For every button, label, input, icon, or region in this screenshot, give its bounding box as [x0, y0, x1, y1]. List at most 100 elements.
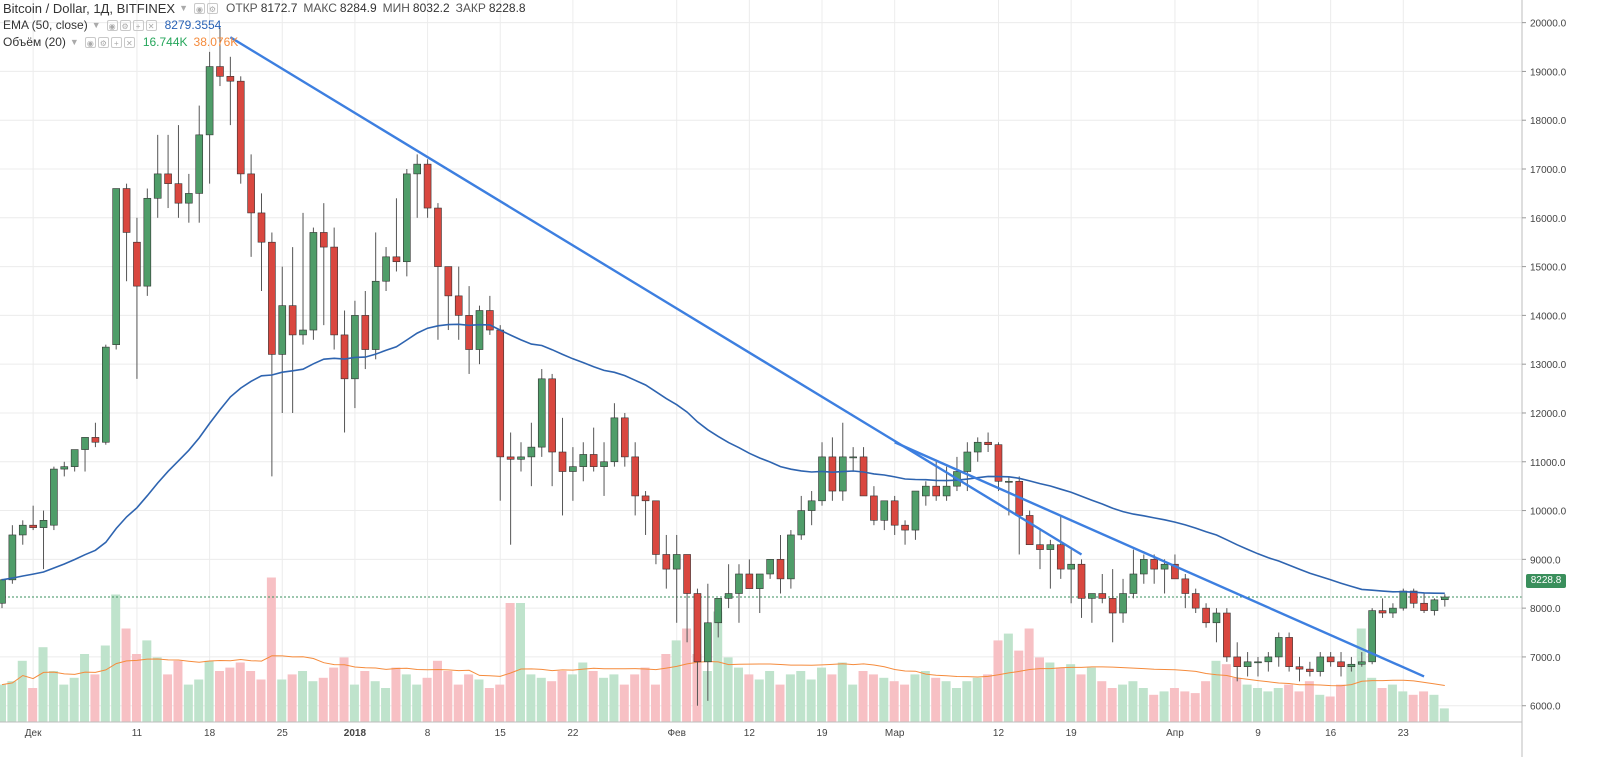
candle-body [1150, 559, 1158, 570]
candle-body [973, 441, 982, 453]
candle-body [880, 500, 889, 521]
y-tick-label: 19000.0 [1530, 67, 1567, 78]
y-tick-label: 20000.0 [1530, 19, 1567, 30]
candle-body [403, 173, 411, 263]
x-tick-label: Мар [885, 728, 905, 739]
volume-bar [640, 667, 650, 722]
legend-main: Bitcoin / Dollar, 1Д, BITFINEX ▼ ◉ ⚙ ОТК… [0, 0, 526, 17]
candle-body [247, 173, 255, 214]
candle-body [174, 183, 183, 204]
eye-icon[interactable]: ◉ [194, 3, 206, 14]
candle-body [1140, 559, 1148, 575]
chevron-down-icon[interactable]: ▼ [91, 20, 101, 30]
volume-bar [1377, 688, 1387, 722]
candle-body [558, 451, 567, 472]
candle-body [1108, 598, 1117, 614]
candle-body [506, 456, 515, 460]
candle-body [1119, 593, 1127, 614]
close-value: 8228.8 [488, 1, 526, 15]
candle-body [579, 454, 588, 467]
add-icon[interactable]: + [110, 37, 122, 48]
volume-bar [1408, 694, 1418, 722]
x-tick-label: 2018 [344, 728, 367, 739]
candle-body [1378, 610, 1387, 614]
volume-bar [599, 677, 609, 722]
x-tick-label: 22 [567, 728, 579, 739]
volume-bar [1180, 691, 1190, 722]
volume-name[interactable]: Объём (20) [3, 35, 66, 49]
volume-bar [1284, 684, 1294, 722]
settings-icon[interactable]: ⚙ [119, 20, 131, 31]
trendline-upper[interactable] [229, 36, 1083, 556]
volume-bar [287, 674, 297, 722]
volume-bar [17, 660, 27, 722]
volume-bar [1024, 628, 1034, 722]
low-value: 8032.2 [412, 1, 450, 15]
add-icon[interactable]: + [132, 20, 144, 31]
settings-icon[interactable]: ⚙ [97, 37, 109, 48]
x-tick-label: 16 [1325, 728, 1337, 739]
volume-bar [90, 674, 100, 722]
candle-body [361, 315, 370, 350]
x-tick-label: 11 [132, 728, 143, 739]
volume-bar [723, 657, 733, 722]
ema-line [1, 323, 1445, 595]
volume-bar [536, 677, 546, 722]
volume-bar [827, 674, 837, 722]
chevron-down-icon[interactable]: ▼ [179, 3, 189, 13]
volume-bar [1066, 664, 1076, 722]
candle-body [454, 295, 463, 316]
volume-bar [983, 674, 993, 722]
ema-value: 8279.3554 [164, 18, 222, 32]
volume-bar [1003, 633, 1013, 722]
symbol-title[interactable]: Bitcoin / Dollar, 1Д, BITFINEX [3, 1, 176, 16]
volume-bar [557, 671, 567, 722]
volume-bar [796, 671, 806, 722]
eye-icon[interactable]: ◉ [84, 37, 96, 48]
candle-body [807, 500, 816, 511]
volume-bar [484, 688, 494, 722]
volume-bar [868, 674, 878, 722]
volume-bar [121, 628, 131, 722]
settings-icon[interactable]: ⚙ [207, 3, 219, 14]
candle-body [600, 461, 608, 467]
x-tick-label: 12 [744, 728, 756, 739]
volume-bar [744, 674, 754, 722]
candle-body [434, 207, 442, 267]
volume-bar [360, 671, 370, 722]
candle-body [942, 485, 951, 497]
volume-bar [1273, 688, 1283, 722]
candle-body [319, 232, 328, 248]
volume-bar [900, 684, 910, 722]
y-tick-label: 13000.0 [1530, 360, 1567, 371]
volume-bar [993, 640, 1003, 722]
volume-bar [1336, 684, 1346, 722]
volume-bar [1439, 708, 1449, 722]
axes: 6000.0 7000.0 8000.0 9000.0 10000.0 11000.0 12… [0, 0, 1567, 757]
volume-bar [1169, 688, 1179, 722]
volume-bar [1211, 660, 1221, 722]
candle-body [1306, 668, 1314, 672]
eye-icon[interactable]: ◉ [106, 20, 118, 31]
candle-body [994, 444, 1003, 482]
trendline-lower[interactable] [894, 441, 1425, 678]
candle-body [423, 163, 432, 209]
y-tick-label: 8000.0 [1530, 604, 1561, 615]
volume-bar [1035, 657, 1044, 722]
volume-bar [931, 677, 941, 722]
candle-body [1036, 544, 1044, 550]
ema-name[interactable]: EMA (50, close) [3, 18, 88, 32]
volume-bar [7, 681, 17, 722]
y-tick-label: 16000.0 [1530, 214, 1567, 225]
volume-bar [765, 671, 775, 722]
volume-bar [432, 660, 442, 722]
candle-body [683, 554, 691, 594]
chevron-down-icon[interactable]: ▼ [69, 37, 79, 47]
volume-bar [1242, 684, 1252, 722]
candle-body [911, 490, 920, 531]
close-icon[interactable]: ✕ [123, 37, 135, 48]
x-tick-label: Дек [25, 728, 42, 739]
volume-bar [495, 684, 505, 722]
close-icon[interactable]: ✕ [145, 20, 157, 31]
